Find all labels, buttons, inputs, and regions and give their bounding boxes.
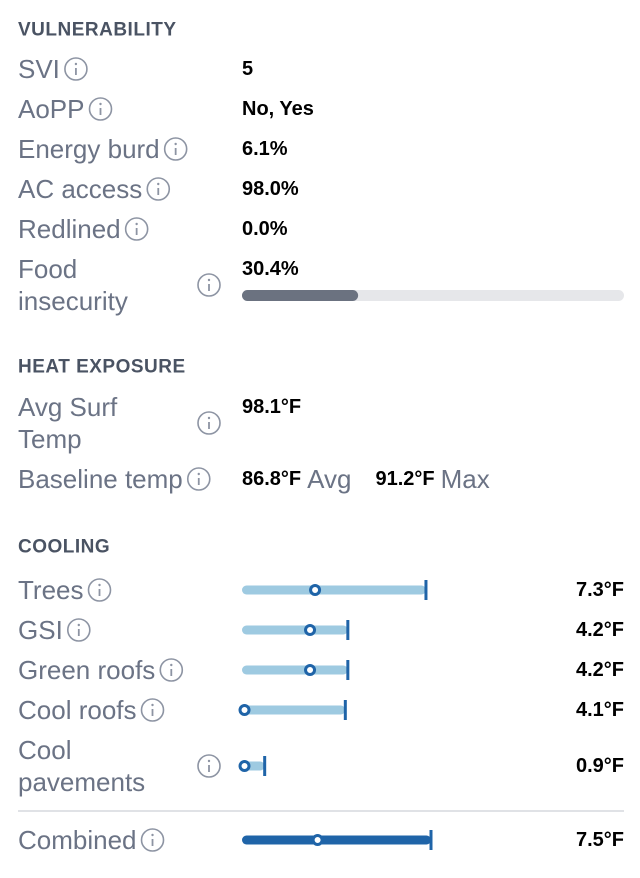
- info-dot: [157, 182, 160, 186]
- row-value: 91.2°F: [375, 468, 434, 490]
- info-icon[interactable]: [197, 273, 221, 297]
- info-circle: [159, 658, 184, 682]
- row-value: 4.2°F: [576, 619, 624, 641]
- range-bar: [242, 705, 346, 715]
- row-label: Energy burd: [18, 134, 160, 164]
- info-dot: [151, 833, 154, 837]
- row-label: insecurity: [18, 286, 128, 316]
- row-label: Trees: [18, 575, 84, 605]
- info-dot: [197, 472, 200, 476]
- info-circle: [140, 828, 165, 852]
- progress-fill: [242, 290, 359, 301]
- info-circle: [124, 217, 149, 241]
- row-label: pavements: [18, 767, 145, 797]
- info-circle: [140, 698, 165, 722]
- mean-dot: [309, 584, 322, 596]
- max-tick: [346, 620, 350, 640]
- info-circle: [64, 57, 88, 81]
- info-icon[interactable]: [87, 578, 112, 602]
- info-dot: [174, 142, 177, 146]
- row-value: 0.0%: [242, 218, 288, 240]
- row-value: 6.1%: [242, 138, 288, 160]
- row-value: 5: [242, 58, 253, 80]
- row-label: Cool: [18, 735, 71, 765]
- mean-dot: [311, 834, 324, 846]
- info-icon[interactable]: [66, 618, 91, 642]
- range-bar: [242, 835, 431, 845]
- info-circle: [87, 578, 112, 602]
- info-circle: [186, 467, 211, 491]
- row-label: AC access: [18, 174, 142, 204]
- row-label: Redlined: [18, 214, 121, 244]
- info-dot: [207, 759, 211, 763]
- max-tick: [346, 660, 350, 680]
- info-dot: [99, 102, 102, 106]
- range-bar: [242, 665, 348, 675]
- max-tick: [343, 700, 347, 720]
- info-icon[interactable]: [64, 57, 88, 81]
- row-value: 30.4%: [242, 258, 299, 280]
- section-title: HEAT EXPOSURE: [18, 357, 186, 378]
- info-dot: [207, 278, 211, 282]
- section-title: VULNERABILITY: [18, 20, 177, 41]
- info-circle: [163, 137, 188, 161]
- info-icon[interactable]: [140, 698, 165, 722]
- info-dot: [135, 222, 138, 226]
- info-icon[interactable]: [163, 137, 188, 161]
- row-label: Combined: [18, 825, 137, 855]
- info-dot: [98, 583, 101, 587]
- info-dot: [207, 416, 211, 420]
- row-label: Food: [18, 254, 77, 284]
- info-circle: [197, 754, 221, 778]
- info-icon[interactable]: [186, 467, 211, 491]
- info-dot: [151, 703, 154, 707]
- info-icon[interactable]: [197, 754, 221, 778]
- row-value: 98.0%: [242, 178, 299, 200]
- info-circle: [66, 618, 91, 642]
- info-icon[interactable]: [88, 97, 113, 121]
- row-label: Baseline temp: [18, 464, 183, 494]
- mean-dot: [304, 664, 317, 676]
- info-icon[interactable]: [140, 828, 165, 852]
- range-bar: [242, 585, 426, 595]
- row-value: No, Yes: [242, 98, 314, 120]
- info-circle: [197, 411, 221, 435]
- row-value: 7.5°F: [576, 829, 624, 851]
- info-circle: [146, 177, 171, 201]
- mean-dot: [238, 760, 251, 772]
- info-dot: [74, 62, 78, 66]
- row-value: 4.2°F: [576, 659, 624, 681]
- info-dot: [170, 663, 173, 667]
- unit-label: Max: [441, 464, 490, 494]
- info-circle: [88, 97, 113, 121]
- mean-dot: [238, 704, 251, 716]
- row-label: Avg Surf: [18, 392, 118, 422]
- row-label: GSI: [18, 615, 63, 645]
- info-dot: [77, 623, 80, 627]
- mean-dot: [304, 624, 317, 636]
- row-value: 86.8°F: [242, 468, 301, 490]
- info-icon[interactable]: [159, 658, 184, 682]
- max-tick: [424, 580, 428, 600]
- row-label: AoPP: [18, 94, 85, 124]
- row-value: 4.1°F: [576, 699, 624, 721]
- row-value: 7.3°F: [576, 579, 624, 601]
- row-label: Cool roofs: [18, 695, 137, 725]
- range-bar: [242, 625, 348, 635]
- info-icon[interactable]: [124, 217, 149, 241]
- info-icon[interactable]: [146, 177, 171, 201]
- info-icon[interactable]: [197, 411, 221, 435]
- max-tick: [263, 756, 267, 776]
- row-value: 98.1°F: [242, 396, 301, 418]
- section-title: COOLING: [18, 537, 110, 558]
- row-value: 0.9°F: [576, 755, 624, 777]
- info-circle: [197, 273, 221, 297]
- unit-label: Avg: [307, 464, 351, 494]
- max-tick: [429, 830, 433, 850]
- row-label: Green roofs: [18, 655, 155, 685]
- row-label: SVI: [18, 54, 60, 84]
- row-label: Temp: [18, 424, 82, 454]
